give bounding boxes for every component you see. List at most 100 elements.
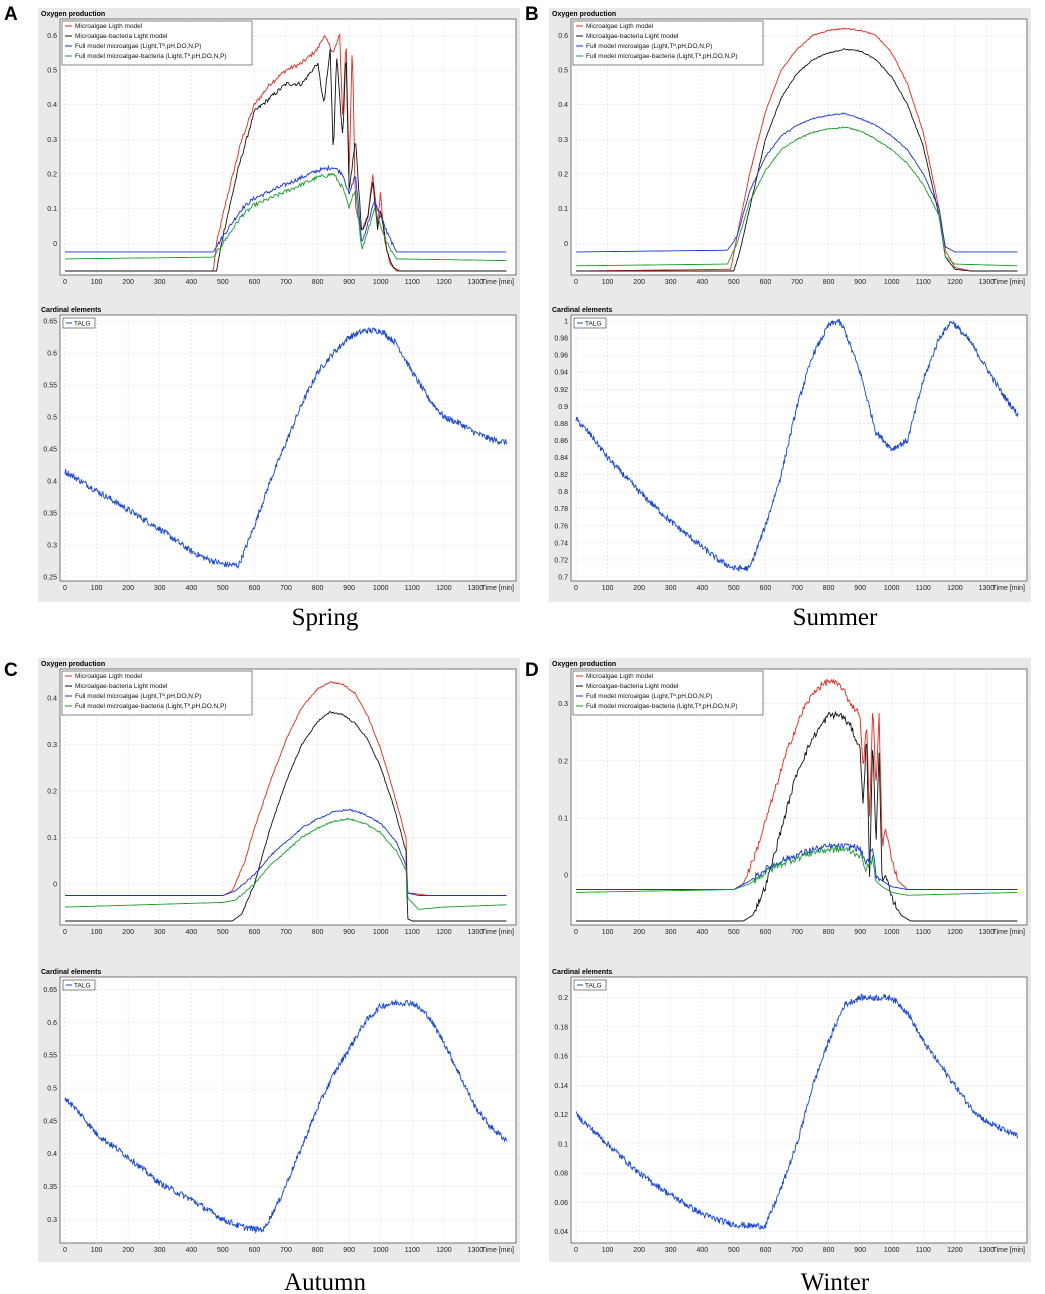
- x-tick-label: 200: [633, 279, 645, 286]
- x-tick-label: 100: [602, 1247, 614, 1254]
- y-tick-label: 0.94: [554, 370, 568, 377]
- x-tick-label: 1300: [468, 585, 484, 592]
- y-tick-label: 0.1: [47, 206, 57, 213]
- x-tick-label: 900: [854, 929, 866, 936]
- x-tick-label: 500: [728, 929, 740, 936]
- y-tick-label: 0.5: [47, 1086, 57, 1093]
- x-axis-unit: Time [min]: [993, 585, 1025, 592]
- legend-label: Microalgae Ligth model: [75, 673, 143, 680]
- legend-box: [572, 20, 764, 66]
- y-tick-label: 0.4: [47, 696, 57, 703]
- legend-box: [62, 317, 96, 329]
- x-tick-label: 300: [665, 279, 677, 286]
- y-tick-label: 0.1: [558, 206, 568, 213]
- oxygen-title: Oxygen production: [552, 11, 616, 18]
- series-line-3: [65, 808, 507, 896]
- x-tick-label: 800: [312, 1247, 324, 1254]
- y-tick-label: 0.2: [558, 171, 568, 178]
- oxygen-chart: Oxygen production 0 100 200 300 400 500 600 700 8…: [38, 8, 520, 294]
- x-tick-label: 500: [728, 279, 740, 286]
- x-tick-label: 1100: [916, 279, 931, 286]
- x-tick-label: 1000: [884, 585, 900, 592]
- y-tick-label: 0.18: [554, 1024, 568, 1031]
- legend-label: Full model microalgae (Light,Tª,pH,DO,N,…: [75, 693, 201, 700]
- legend-label: Microalgae-bacteria Light model: [75, 683, 168, 690]
- cardinal-title: Cardinal elements: [41, 307, 101, 314]
- x-tick-label: 200: [122, 585, 134, 592]
- legend-label: Full model microalgae (Light,Tª,pH,DO,N,…: [75, 43, 201, 50]
- x-axis-unit: Time [min]: [482, 929, 514, 936]
- oxygen-chart: Oxygen production 0 100 200 300 400 500 600 700 8…: [549, 658, 1031, 944]
- x-tick-label: 1000: [373, 279, 389, 286]
- x-tick-label: 300: [154, 279, 166, 286]
- y-tick-label: 0.3: [558, 137, 568, 144]
- talg-series-line: [64, 327, 508, 570]
- y-tick-label: 0.98: [554, 336, 568, 343]
- legend-label: Microalgae-bacteria Light model: [586, 683, 679, 690]
- series-line-2: [576, 710, 1018, 922]
- series-line-3: [65, 164, 507, 253]
- x-tick-label: 500: [217, 929, 229, 936]
- oxygen-title: Oxygen production: [41, 661, 105, 668]
- x-tick-label: 900: [854, 279, 866, 286]
- x-tick-label: 0: [63, 929, 67, 936]
- y-tick-label: 0.5: [558, 68, 568, 75]
- x-tick-label: 300: [665, 585, 677, 592]
- x-tick-label: 1200: [947, 585, 963, 592]
- series-line-4: [64, 817, 507, 910]
- x-tick-label: 0: [574, 1247, 578, 1254]
- y-tick-label: 0.5: [47, 415, 57, 422]
- cardinal-plot-area: [59, 314, 517, 582]
- cardinal-title: Cardinal elements: [41, 969, 101, 976]
- x-tick-label: 300: [665, 929, 677, 936]
- x-tick-label: 300: [665, 1247, 677, 1254]
- x-axis-unit: Time [min]: [993, 1247, 1025, 1254]
- x-tick-label: 600: [760, 279, 772, 286]
- x-tick-label: 1200: [947, 279, 963, 286]
- x-tick-label: 1200: [436, 929, 452, 936]
- legend-label: Microalgae Ligth model: [586, 673, 654, 680]
- x-tick-label: 1300: [468, 1247, 484, 1254]
- y-tick-label: 0.4: [47, 479, 57, 486]
- x-tick-label: 1100: [916, 1247, 931, 1254]
- y-tick-label: 0.2: [47, 789, 57, 796]
- x-axis-unit: Time [min]: [993, 929, 1025, 936]
- x-tick-label: 1100: [405, 279, 420, 286]
- y-tick-label: 0: [53, 241, 57, 248]
- x-tick-label: 700: [280, 1247, 292, 1254]
- x-tick-label: 800: [312, 585, 324, 592]
- y-tick-label: 0.45: [43, 1118, 57, 1125]
- x-tick-label: 400: [185, 1247, 197, 1254]
- x-tick-label: 700: [791, 585, 803, 592]
- x-tick-label: 0: [574, 929, 578, 936]
- y-tick-label: 0.74: [554, 540, 568, 547]
- x-tick-label: 700: [791, 1247, 803, 1254]
- x-tick-label: 900: [343, 585, 355, 592]
- x-tick-label: 1000: [884, 279, 900, 286]
- x-tick-label: 600: [249, 929, 261, 936]
- legend-box: [61, 20, 253, 66]
- x-tick-label: 1200: [436, 279, 452, 286]
- y-tick-label: 0.3: [47, 543, 57, 550]
- cardinal-plot-area: [570, 314, 1028, 582]
- legend-label: Full model microalgae-bacteria (Light,Tª…: [586, 703, 738, 710]
- x-tick-label: 600: [249, 279, 261, 286]
- series-line-4: [65, 172, 507, 262]
- x-tick-label: 1200: [947, 929, 963, 936]
- x-tick-label: 1100: [405, 929, 420, 936]
- x-tick-label: 300: [154, 585, 166, 592]
- season-label: Summer: [793, 604, 878, 631]
- legend-label: Full model microalgae (Light,Tª,pH,DO,N,…: [586, 693, 712, 700]
- cardinal-chart: Cardinal elements 0 100 200 300 400 500 600 700 8…: [549, 304, 1031, 600]
- cardinal-chart: Cardinal elements 0 100 200 300 400 500 600 700 8…: [549, 966, 1031, 1262]
- x-tick-label: 400: [696, 279, 708, 286]
- y-tick-label: 0.6: [47, 1020, 57, 1027]
- x-tick-label: 400: [696, 585, 708, 592]
- x-tick-label: 500: [217, 279, 229, 286]
- legend-box: [61, 670, 253, 716]
- legend-box: [62, 979, 96, 991]
- cardinal-chart: Cardinal elements 0 100 200 300 400 500 600 700 8…: [38, 304, 520, 600]
- x-tick-label: 700: [791, 929, 803, 936]
- x-tick-label: 100: [602, 279, 614, 286]
